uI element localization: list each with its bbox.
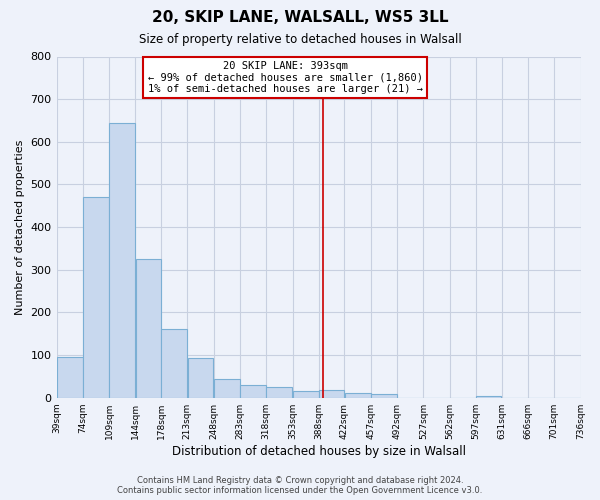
- Y-axis label: Number of detached properties: Number of detached properties: [15, 140, 25, 315]
- Bar: [319, 390, 344, 398]
- Bar: [83, 197, 109, 398]
- Text: Size of property relative to detached houses in Walsall: Size of property relative to detached ho…: [139, 32, 461, 46]
- Bar: [109, 122, 135, 398]
- Bar: [344, 392, 371, 398]
- Bar: [161, 330, 187, 398]
- Bar: [476, 396, 502, 398]
- Bar: [188, 358, 214, 398]
- X-axis label: Distribution of detached houses by size in Walsall: Distribution of detached houses by size …: [172, 444, 466, 458]
- Bar: [136, 259, 161, 398]
- Bar: [293, 392, 319, 398]
- Text: 20 SKIP LANE: 393sqm
← 99% of detached houses are smaller (1,860)
1% of semi-det: 20 SKIP LANE: 393sqm ← 99% of detached h…: [148, 61, 422, 94]
- Bar: [266, 387, 292, 398]
- Bar: [57, 357, 83, 398]
- Bar: [371, 394, 397, 398]
- Text: 20, SKIP LANE, WALSALL, WS5 3LL: 20, SKIP LANE, WALSALL, WS5 3LL: [152, 10, 448, 25]
- Bar: [240, 385, 266, 398]
- Bar: [214, 380, 240, 398]
- Text: Contains HM Land Registry data © Crown copyright and database right 2024.
Contai: Contains HM Land Registry data © Crown c…: [118, 476, 482, 495]
